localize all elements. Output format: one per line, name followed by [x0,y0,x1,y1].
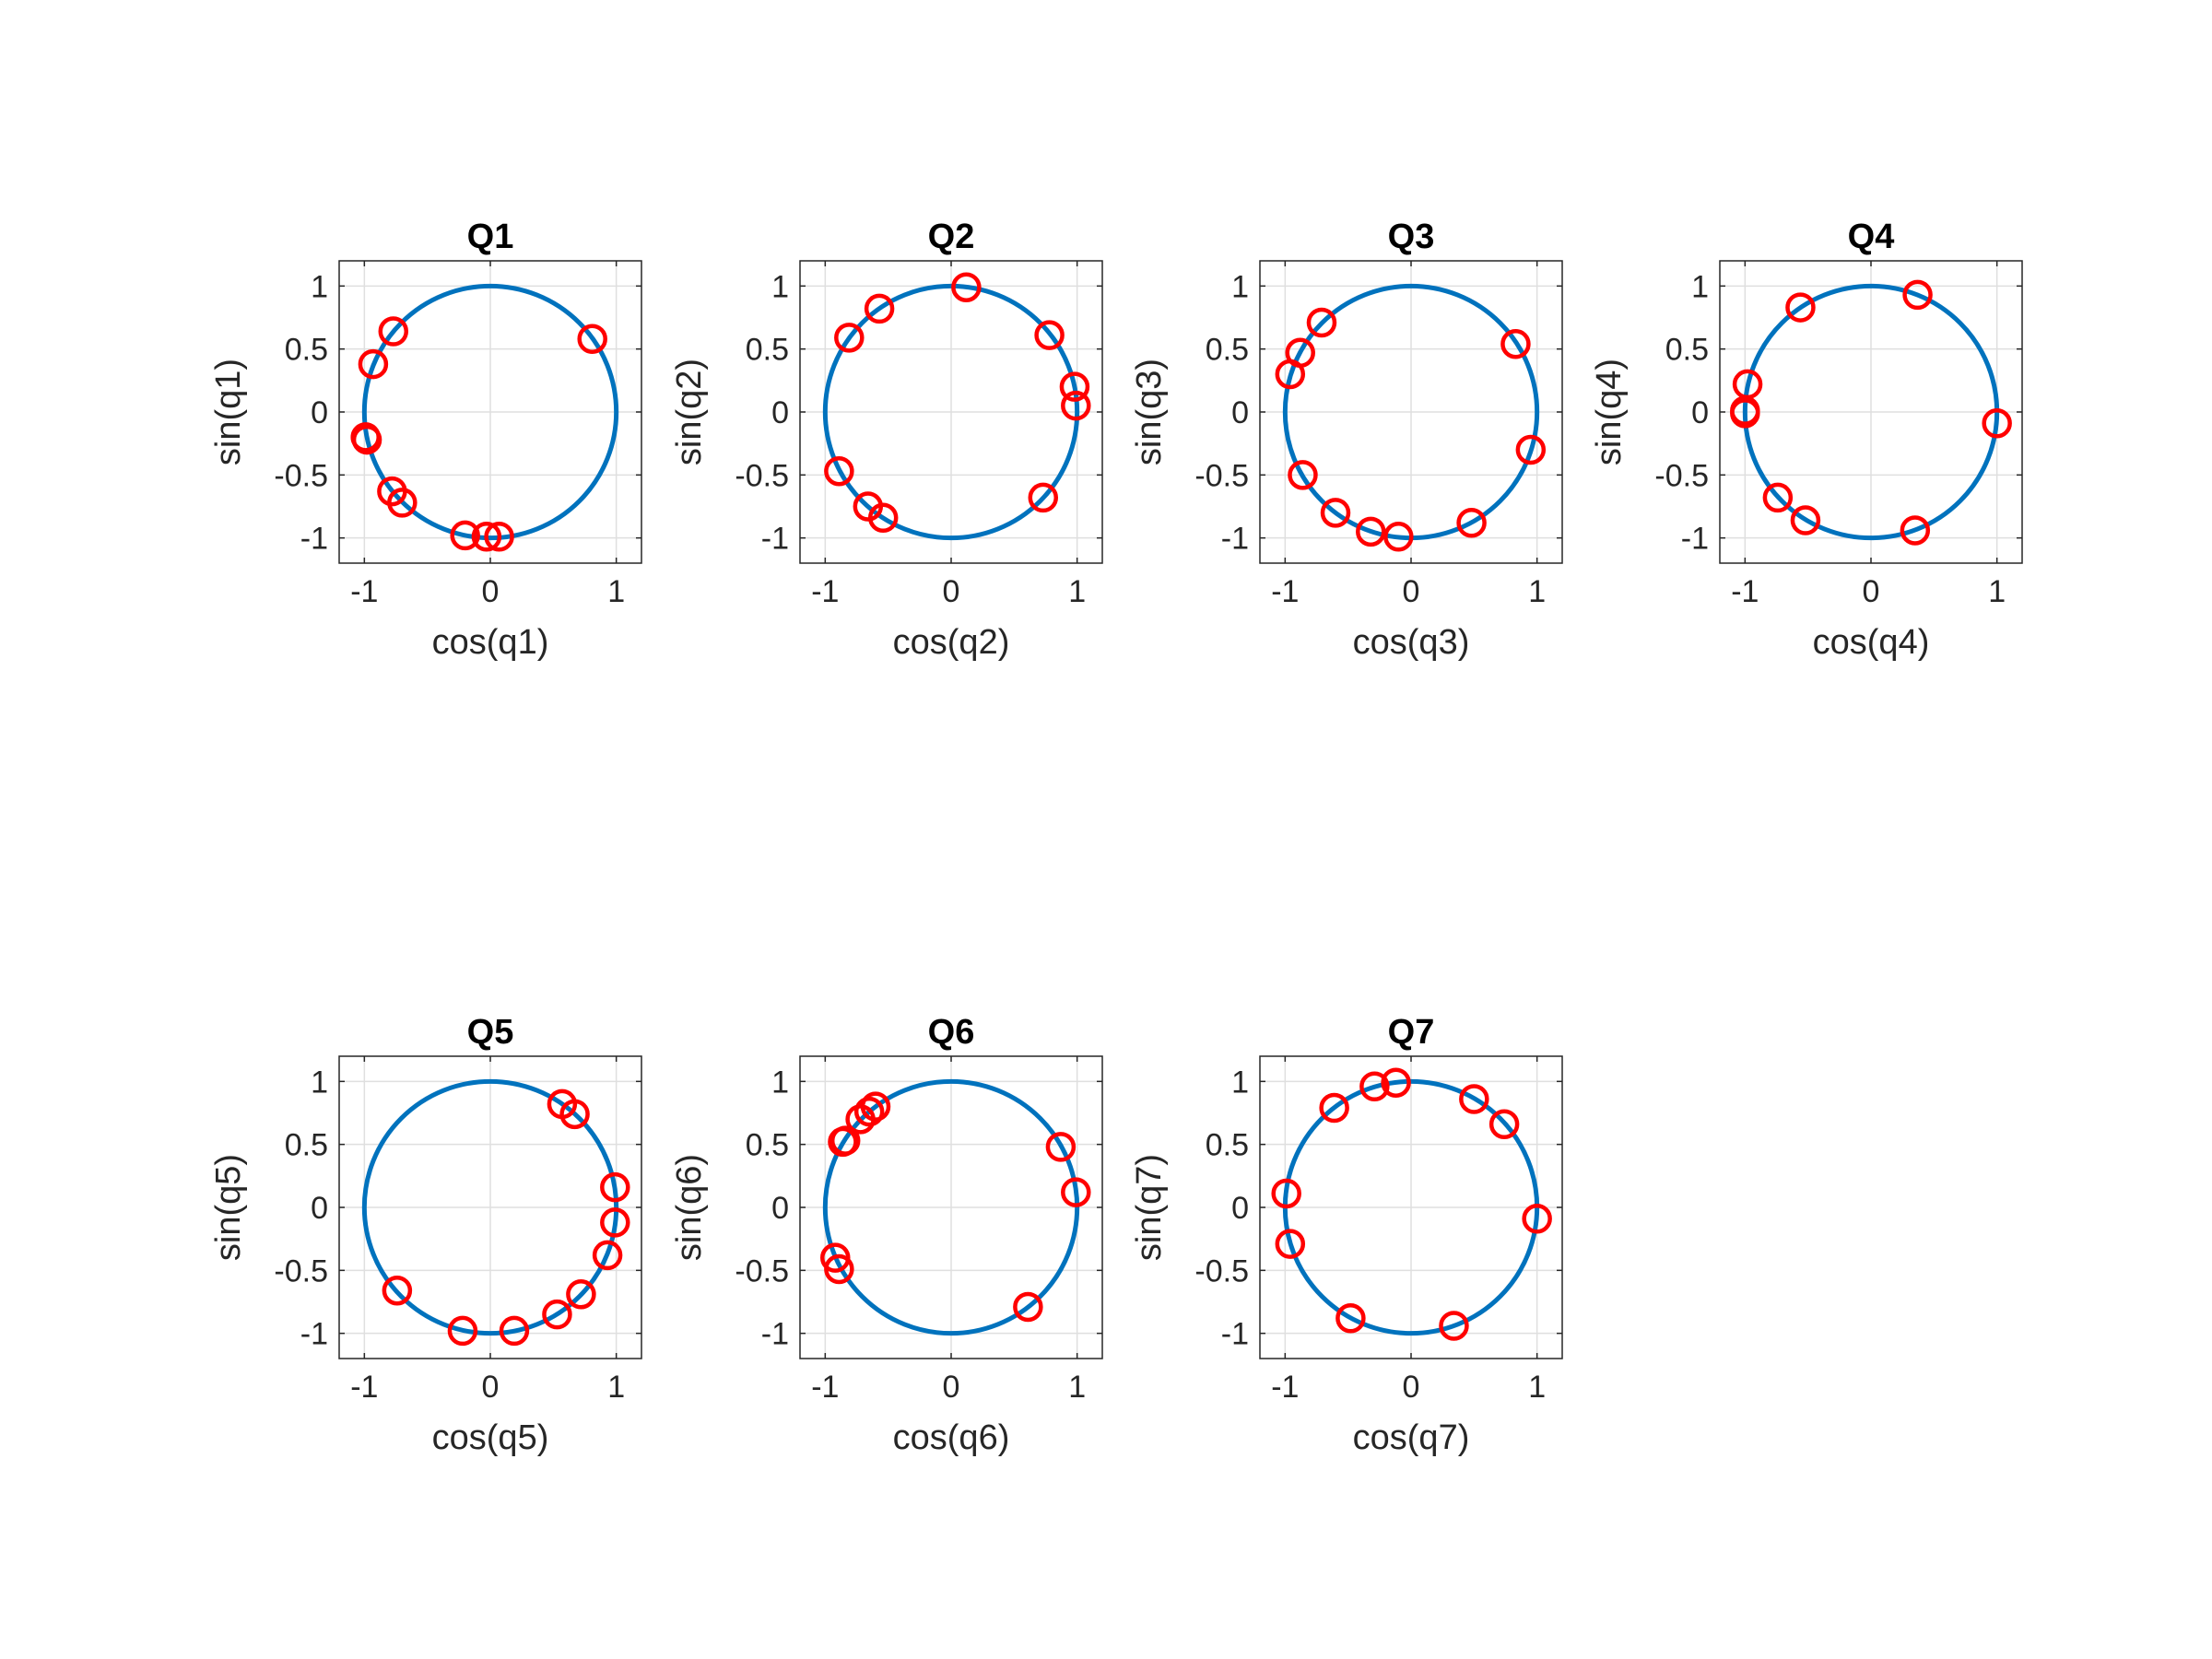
y-tick-label: 1 [771,269,789,304]
y-tick-label: -1 [761,522,789,557]
subplot-title: Q3 [1388,218,1435,256]
x-tick-label: 0 [482,1370,500,1405]
y-tick-label: -0.5 [274,1253,328,1288]
y-tick-label: -1 [300,522,328,557]
y-tick-label: -1 [300,1317,328,1352]
x-tick-label: 1 [607,574,625,609]
x-tick-label: 0 [943,574,960,609]
y-tick-label: -0.5 [1194,458,1249,493]
subplot-title: Q1 [467,218,514,256]
y-tick-label: 0 [311,395,328,430]
y-tick-label: 0.5 [285,333,328,368]
x-tick-label: -1 [350,1370,378,1405]
y-tick-label: -0.5 [1654,458,1709,493]
x-axis-label: cos(q2) [893,623,1010,662]
x-axis-label: cos(q3) [1353,623,1470,662]
y-axis-label: sin(q7) [1130,1154,1169,1261]
y-tick-label: 0 [771,395,789,430]
subplot-7: -1 0 1 -1 -0.5 0 0.5 1 Q7 cos(q7) sin(q7) [1130,1013,1562,1457]
x-tick-label: 0 [943,1370,960,1405]
x-tick-label: -1 [811,1370,839,1405]
x-tick-label: 1 [1528,574,1546,609]
x-tick-label: 1 [1988,574,2006,609]
subplot-title: Q7 [1388,1013,1435,1052]
y-tick-label: 1 [771,1065,789,1100]
x-axis-label: cos(q1) [432,623,549,662]
subplot-1: -1 0 1 -1 -0.5 0 0.5 1 Q1 cos(q1) sin(q1) [209,218,641,662]
x-tick-label: 1 [1528,1370,1546,1405]
y-tick-label: 0 [771,1191,789,1226]
x-tick-label: 0 [1403,574,1420,609]
subplot-2: -1 0 1 -1 -0.5 0 0.5 1 Q2 cos(q2) sin(q2) [670,218,1102,662]
y-tick-label: 0.5 [1665,333,1709,368]
x-tick-label: -1 [811,574,839,609]
y-tick-label: 0 [1691,395,1709,430]
y-tick-label: -0.5 [1194,1253,1249,1288]
y-tick-label: -0.5 [274,458,328,493]
y-axis-label: sin(q4) [1590,359,1629,465]
x-tick-label: 1 [1068,574,1086,609]
subplot-title: Q5 [467,1013,514,1052]
subplot-6: -1 0 1 -1 -0.5 0 0.5 1 Q6 cos(q6) sin(q6) [670,1013,1102,1457]
y-tick-label: 1 [1691,269,1709,304]
subplot-title: Q4 [1848,218,1895,256]
x-tick-label: -1 [350,574,378,609]
y-axis-label: sin(q3) [1130,359,1169,465]
y-axis-label: sin(q5) [209,1154,248,1261]
y-axis-label: sin(q6) [670,1154,709,1261]
x-tick-label: -1 [1271,1370,1299,1405]
x-tick-label: 0 [1403,1370,1420,1405]
y-tick-label: 0.5 [1206,1128,1249,1163]
y-tick-label: 0 [1231,1191,1249,1226]
y-tick-label: -0.5 [735,1253,789,1288]
y-tick-label: 1 [1231,269,1249,304]
y-tick-label: 1 [1231,1065,1249,1100]
subplot-5: -1 0 1 -1 -0.5 0 0.5 1 Q5 cos(q5) sin(q5) [209,1013,641,1457]
y-tick-label: 1 [311,1065,328,1100]
y-tick-label: -1 [1221,522,1249,557]
y-axis-label: sin(q1) [209,359,248,465]
y-tick-label: -1 [1681,522,1709,557]
x-axis-label: cos(q4) [1813,623,1930,662]
y-tick-label: 0.5 [285,1128,328,1163]
x-tick-label: 1 [1068,1370,1086,1405]
subplot-title: Q6 [928,1013,975,1052]
subplot-4: -1 0 1 -1 -0.5 0 0.5 1 Q4 cos(q4) sin(q4) [1590,218,2022,662]
x-tick-label: 0 [1863,574,1880,609]
y-tick-label: 0.5 [746,1128,789,1163]
subplot-title: Q2 [928,218,975,256]
y-tick-label: 0.5 [746,333,789,368]
x-axis-label: cos(q7) [1353,1418,1470,1457]
y-tick-label: 1 [311,269,328,304]
x-axis-label: cos(q5) [432,1418,549,1457]
x-tick-label: 1 [607,1370,625,1405]
x-tick-label: -1 [1731,574,1759,609]
x-axis-label: cos(q6) [893,1418,1010,1457]
y-tick-label: -0.5 [735,458,789,493]
y-tick-label: 0.5 [1206,333,1249,368]
y-axis-label: sin(q2) [670,359,709,465]
x-tick-label: 0 [482,574,500,609]
subplot-3: -1 0 1 -1 -0.5 0 0.5 1 Q3 cos(q3) sin(q3) [1130,218,1562,662]
y-tick-label: -1 [761,1317,789,1352]
y-tick-label: 0 [1231,395,1249,430]
y-tick-label: -1 [1221,1317,1249,1352]
x-tick-label: -1 [1271,574,1299,609]
y-tick-label: 0 [311,1191,328,1226]
